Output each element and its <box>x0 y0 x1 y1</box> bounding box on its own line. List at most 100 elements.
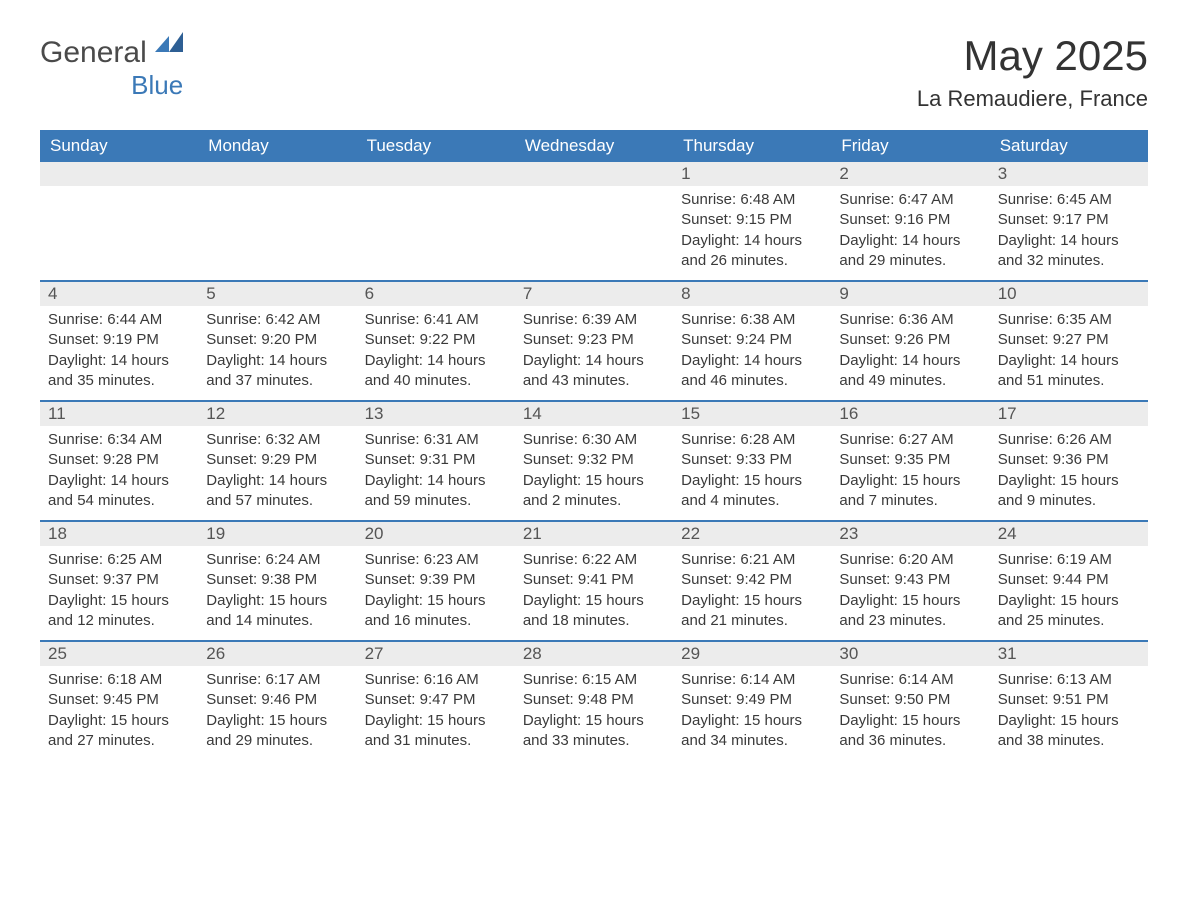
day-number <box>357 162 515 186</box>
logo: General Blue <box>40 32 183 101</box>
daylight-text: and 59 minutes. <box>365 491 507 511</box>
sunrise-text: Sunrise: 6:21 AM <box>681 550 823 570</box>
sunset-text: Sunset: 9:16 PM <box>839 210 981 230</box>
day-details: Sunrise: 6:38 AMSunset: 9:24 PMDaylight:… <box>673 306 831 399</box>
day-number: 19 <box>198 522 356 546</box>
day-number: 17 <box>990 402 1148 426</box>
sunset-text: Sunset: 9:47 PM <box>365 690 507 710</box>
calendar-cell: 16Sunrise: 6:27 AMSunset: 9:35 PMDayligh… <box>831 402 989 520</box>
day-header-mon: Monday <box>198 130 356 162</box>
calendar-day-header: Sunday Monday Tuesday Wednesday Thursday… <box>40 130 1148 162</box>
daylight-text: Daylight: 15 hours <box>523 591 665 611</box>
sunset-text: Sunset: 9:23 PM <box>523 330 665 350</box>
day-number: 9 <box>831 282 989 306</box>
calendar-cell <box>357 162 515 280</box>
sunset-text: Sunset: 9:45 PM <box>48 690 190 710</box>
day-header-thu: Thursday <box>673 130 831 162</box>
daylight-text: Daylight: 15 hours <box>523 471 665 491</box>
logo-mark-icon <box>155 32 183 52</box>
day-header-tue: Tuesday <box>357 130 515 162</box>
day-details: Sunrise: 6:15 AMSunset: 9:48 PMDaylight:… <box>515 666 673 759</box>
day-number: 13 <box>357 402 515 426</box>
daylight-text: Daylight: 14 hours <box>681 351 823 371</box>
day-number: 3 <box>990 162 1148 186</box>
day-details: Sunrise: 6:35 AMSunset: 9:27 PMDaylight:… <box>990 306 1148 399</box>
calendar-cell: 30Sunrise: 6:14 AMSunset: 9:50 PMDayligh… <box>831 642 989 760</box>
daylight-text: Daylight: 14 hours <box>48 471 190 491</box>
daylight-text: and 16 minutes. <box>365 611 507 631</box>
calendar-cell: 13Sunrise: 6:31 AMSunset: 9:31 PMDayligh… <box>357 402 515 520</box>
location-label: La Remaudiere, France <box>917 86 1148 112</box>
sunrise-text: Sunrise: 6:23 AM <box>365 550 507 570</box>
daylight-text: and 38 minutes. <box>998 731 1140 751</box>
title-block: May 2025 La Remaudiere, France <box>917 32 1148 112</box>
sunset-text: Sunset: 9:39 PM <box>365 570 507 590</box>
day-details: Sunrise: 6:28 AMSunset: 9:33 PMDaylight:… <box>673 426 831 519</box>
daylight-text: and 32 minutes. <box>998 251 1140 271</box>
day-details <box>357 186 515 198</box>
daylight-text: Daylight: 14 hours <box>839 231 981 251</box>
day-details: Sunrise: 6:41 AMSunset: 9:22 PMDaylight:… <box>357 306 515 399</box>
calendar-cell: 17Sunrise: 6:26 AMSunset: 9:36 PMDayligh… <box>990 402 1148 520</box>
calendar-week: 4Sunrise: 6:44 AMSunset: 9:19 PMDaylight… <box>40 280 1148 400</box>
calendar-cell: 11Sunrise: 6:34 AMSunset: 9:28 PMDayligh… <box>40 402 198 520</box>
daylight-text: Daylight: 14 hours <box>839 351 981 371</box>
sunrise-text: Sunrise: 6:32 AM <box>206 430 348 450</box>
sunrise-text: Sunrise: 6:36 AM <box>839 310 981 330</box>
daylight-text: and 23 minutes. <box>839 611 981 631</box>
sunrise-text: Sunrise: 6:47 AM <box>839 190 981 210</box>
day-number: 12 <box>198 402 356 426</box>
calendar-cell: 25Sunrise: 6:18 AMSunset: 9:45 PMDayligh… <box>40 642 198 760</box>
calendar-cell: 27Sunrise: 6:16 AMSunset: 9:47 PMDayligh… <box>357 642 515 760</box>
sunrise-text: Sunrise: 6:14 AM <box>839 670 981 690</box>
daylight-text: and 33 minutes. <box>523 731 665 751</box>
sunrise-text: Sunrise: 6:25 AM <box>48 550 190 570</box>
page-header: General Blue May 2025 La Remaudiere, Fra… <box>40 32 1148 112</box>
sunset-text: Sunset: 9:37 PM <box>48 570 190 590</box>
sunset-text: Sunset: 9:22 PM <box>365 330 507 350</box>
sunrise-text: Sunrise: 6:22 AM <box>523 550 665 570</box>
daylight-text: and 29 minutes. <box>206 731 348 751</box>
sunrise-text: Sunrise: 6:31 AM <box>365 430 507 450</box>
daylight-text: Daylight: 14 hours <box>206 471 348 491</box>
daylight-text: Daylight: 14 hours <box>523 351 665 371</box>
daylight-text: and 37 minutes. <box>206 371 348 391</box>
day-details: Sunrise: 6:25 AMSunset: 9:37 PMDaylight:… <box>40 546 198 639</box>
day-number: 30 <box>831 642 989 666</box>
day-number <box>40 162 198 186</box>
day-details: Sunrise: 6:27 AMSunset: 9:35 PMDaylight:… <box>831 426 989 519</box>
sunset-text: Sunset: 9:28 PM <box>48 450 190 470</box>
day-number: 20 <box>357 522 515 546</box>
day-details: Sunrise: 6:47 AMSunset: 9:16 PMDaylight:… <box>831 186 989 279</box>
sunset-text: Sunset: 9:48 PM <box>523 690 665 710</box>
calendar-week: 11Sunrise: 6:34 AMSunset: 9:28 PMDayligh… <box>40 400 1148 520</box>
calendar-cell: 7Sunrise: 6:39 AMSunset: 9:23 PMDaylight… <box>515 282 673 400</box>
daylight-text: and 51 minutes. <box>998 371 1140 391</box>
day-details: Sunrise: 6:23 AMSunset: 9:39 PMDaylight:… <box>357 546 515 639</box>
daylight-text: Daylight: 14 hours <box>998 231 1140 251</box>
sunset-text: Sunset: 9:17 PM <box>998 210 1140 230</box>
day-details: Sunrise: 6:13 AMSunset: 9:51 PMDaylight:… <box>990 666 1148 759</box>
daylight-text: Daylight: 15 hours <box>523 711 665 731</box>
calendar-cell: 14Sunrise: 6:30 AMSunset: 9:32 PMDayligh… <box>515 402 673 520</box>
day-details: Sunrise: 6:45 AMSunset: 9:17 PMDaylight:… <box>990 186 1148 279</box>
sunrise-text: Sunrise: 6:13 AM <box>998 670 1140 690</box>
calendar-cell: 31Sunrise: 6:13 AMSunset: 9:51 PMDayligh… <box>990 642 1148 760</box>
calendar-cell: 24Sunrise: 6:19 AMSunset: 9:44 PMDayligh… <box>990 522 1148 640</box>
sunrise-text: Sunrise: 6:27 AM <box>839 430 981 450</box>
sunrise-text: Sunrise: 6:42 AM <box>206 310 348 330</box>
sunrise-text: Sunrise: 6:26 AM <box>998 430 1140 450</box>
day-number: 6 <box>357 282 515 306</box>
day-number: 10 <box>990 282 1148 306</box>
daylight-text: Daylight: 14 hours <box>998 351 1140 371</box>
sunrise-text: Sunrise: 6:20 AM <box>839 550 981 570</box>
day-details <box>515 186 673 198</box>
day-details: Sunrise: 6:22 AMSunset: 9:41 PMDaylight:… <box>515 546 673 639</box>
day-details: Sunrise: 6:24 AMSunset: 9:38 PMDaylight:… <box>198 546 356 639</box>
daylight-text: and 40 minutes. <box>365 371 507 391</box>
day-details: Sunrise: 6:14 AMSunset: 9:50 PMDaylight:… <box>831 666 989 759</box>
daylight-text: and 18 minutes. <box>523 611 665 631</box>
calendar-cell: 12Sunrise: 6:32 AMSunset: 9:29 PMDayligh… <box>198 402 356 520</box>
day-details: Sunrise: 6:48 AMSunset: 9:15 PMDaylight:… <box>673 186 831 279</box>
day-number: 11 <box>40 402 198 426</box>
